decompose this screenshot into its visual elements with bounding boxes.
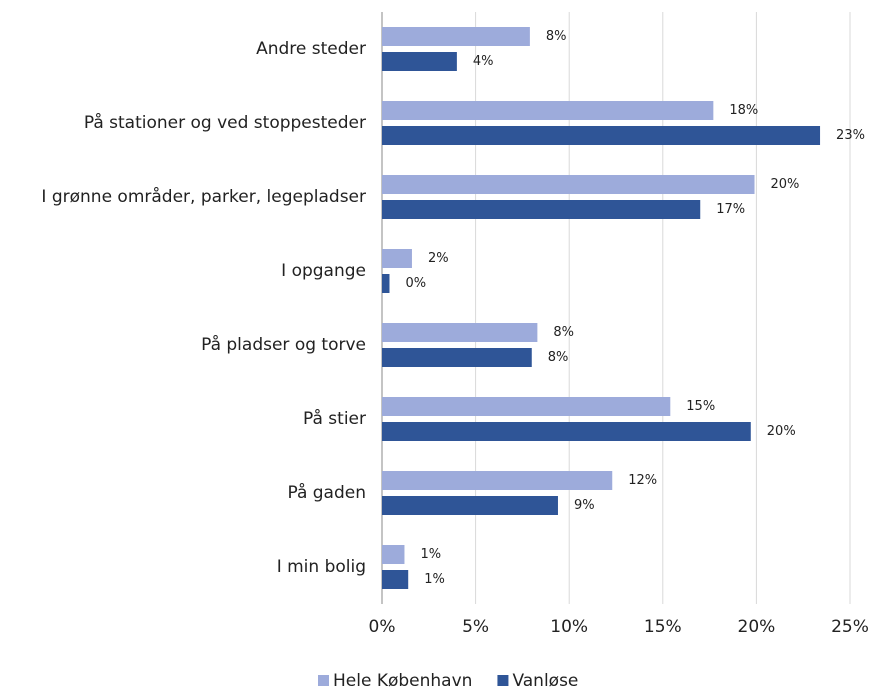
bar	[382, 422, 751, 441]
data-label: 4%	[473, 54, 494, 69]
y-tick-label: I min bolig	[277, 557, 366, 577]
y-tick-label: I grønne områder, parker, legepladser	[41, 186, 366, 207]
x-tick-label: 25%	[831, 617, 869, 637]
data-label: 23%	[836, 128, 865, 143]
legend-swatch	[497, 675, 509, 686]
bar	[382, 348, 532, 367]
bar	[382, 570, 409, 589]
y-tick-label: På stier	[303, 408, 366, 429]
data-label: 15%	[686, 399, 715, 414]
bar	[382, 27, 530, 46]
legend-label: Hele København	[333, 671, 472, 689]
bar	[382, 249, 412, 268]
y-tick-label: På stationer og ved stoppesteder	[84, 112, 366, 133]
bar	[382, 496, 558, 515]
bar	[382, 545, 405, 564]
x-tick-label: 20%	[738, 617, 776, 637]
legend-label: Vanløse	[512, 671, 578, 689]
y-tick-label: I opgange	[281, 261, 366, 281]
bar	[382, 52, 457, 71]
data-label: 20%	[767, 424, 796, 439]
bar	[382, 471, 613, 490]
bar	[382, 397, 671, 416]
y-tick-label: Andre steder	[256, 39, 366, 59]
data-label: 1%	[424, 572, 445, 587]
data-label: 20%	[771, 177, 800, 192]
data-label: 8%	[546, 29, 567, 44]
bar	[382, 274, 390, 293]
data-label: 8%	[548, 350, 569, 365]
y-tick-label: På pladser og torve	[201, 334, 366, 355]
bar	[382, 101, 714, 120]
data-label: 2%	[428, 251, 449, 266]
bar	[382, 126, 821, 145]
x-tick-label: 5%	[462, 617, 489, 637]
legend-swatch	[318, 675, 329, 686]
data-label: 17%	[716, 202, 745, 217]
data-label: 18%	[729, 103, 758, 118]
x-tick-label: 10%	[550, 617, 588, 637]
y-tick-label: På gaden	[287, 482, 366, 503]
data-label: 8%	[553, 325, 574, 340]
data-label: 0%	[405, 276, 426, 291]
bar	[382, 323, 538, 342]
data-label: 9%	[574, 498, 595, 513]
bar	[382, 200, 701, 219]
bar	[382, 175, 755, 194]
data-label: 12%	[628, 473, 657, 488]
x-tick-label: 15%	[644, 617, 682, 637]
data-label: 1%	[420, 547, 441, 562]
x-tick-label: 0%	[369, 617, 396, 637]
